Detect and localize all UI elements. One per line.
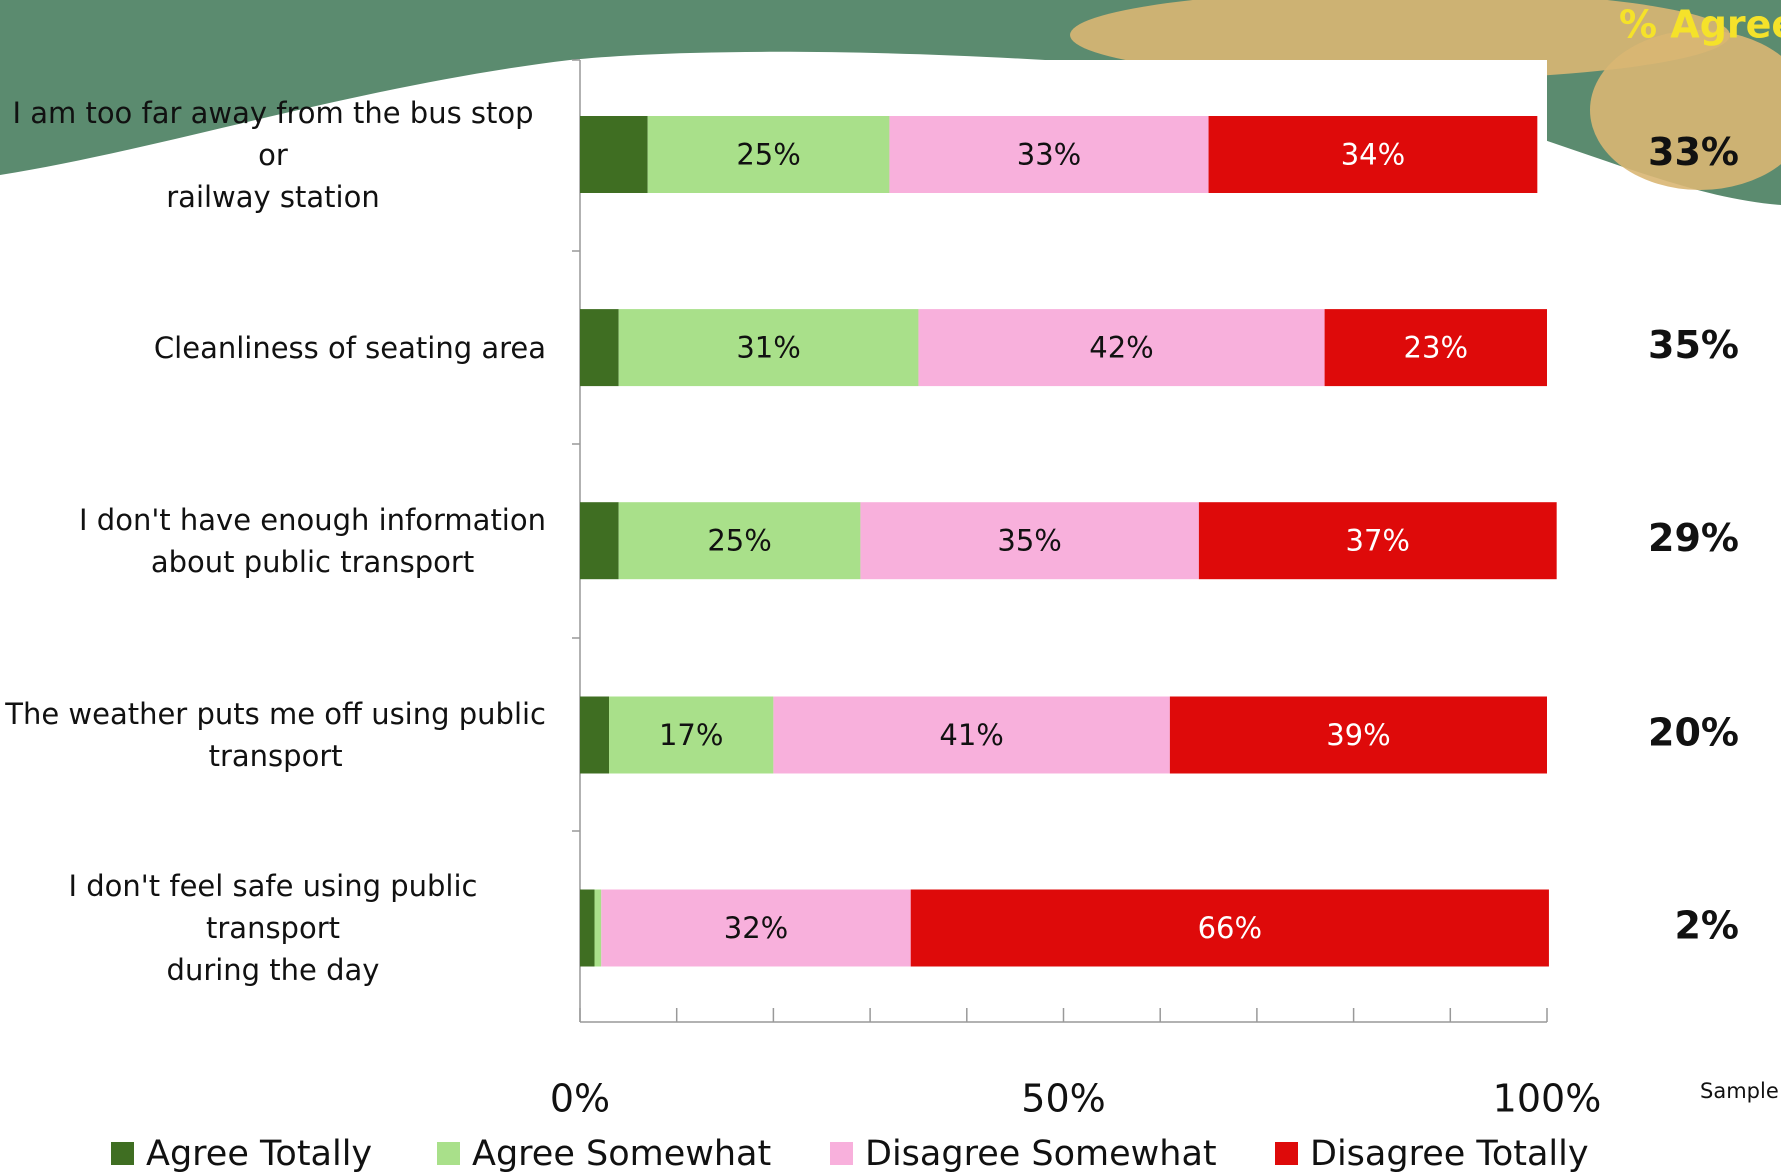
category-label: I am too far away from the bus stop or r… xyxy=(0,92,546,218)
legend-swatch xyxy=(830,1142,853,1165)
agree-value: 29% xyxy=(1648,516,1739,560)
bar-segment xyxy=(580,309,619,386)
value-label: 42% xyxy=(1089,331,1153,365)
page: 0% 50% 100% 25% 33% 34% 33% 31% 42% 23% 35% 25% 35% 3… xyxy=(0,0,1781,1175)
agree-value: 20% xyxy=(1648,711,1739,755)
legend-swatch xyxy=(111,1142,134,1165)
category-label: I don't feel safe using public transport… xyxy=(0,865,546,991)
value-label: 25% xyxy=(707,524,771,558)
legend-swatch xyxy=(1275,1142,1298,1165)
value-label: 34% xyxy=(1341,138,1405,172)
category-label: The weather puts me off using public tra… xyxy=(5,693,546,777)
bar-segment xyxy=(580,116,648,193)
category-label: I don't have enough information about pu… xyxy=(79,499,546,583)
legend-label: Agree Totally xyxy=(146,1134,372,1174)
note: Sample size xyxy=(1700,1079,1781,1103)
value-label: 66% xyxy=(1198,911,1262,945)
value-label: 31% xyxy=(736,331,800,365)
x-tick-label: 0% xyxy=(550,1077,610,1121)
value-label: 35% xyxy=(997,524,1061,558)
x-tick-label: 100% xyxy=(1493,1077,1602,1121)
value-label: 32% xyxy=(724,911,788,945)
value-label: 33% xyxy=(1017,138,1081,172)
x-tick-label: 50% xyxy=(1021,1077,1105,1121)
legend-label: Disagree Somewhat xyxy=(865,1134,1217,1174)
category-label: Cleanliness of seating area xyxy=(154,327,546,369)
agree-column-title: % Agree xyxy=(1619,3,1781,47)
bar-segment xyxy=(580,502,619,579)
bar-segment xyxy=(595,890,602,967)
agree-value: 35% xyxy=(1648,323,1739,367)
value-label: 41% xyxy=(939,718,1003,752)
agree-value: 33% xyxy=(1648,130,1739,174)
bar-segment xyxy=(580,697,609,774)
agree-value: 2% xyxy=(1674,904,1739,948)
value-label: 23% xyxy=(1404,331,1468,365)
legend-swatch xyxy=(437,1142,460,1165)
bar-segment xyxy=(580,890,595,967)
legend-label: Disagree Totally xyxy=(1310,1134,1589,1174)
legend-label: Agree Somewhat xyxy=(472,1134,771,1174)
value-label: 37% xyxy=(1346,524,1410,558)
value-label: 39% xyxy=(1326,718,1390,752)
value-label: 25% xyxy=(736,138,800,172)
value-label: 17% xyxy=(659,718,723,752)
